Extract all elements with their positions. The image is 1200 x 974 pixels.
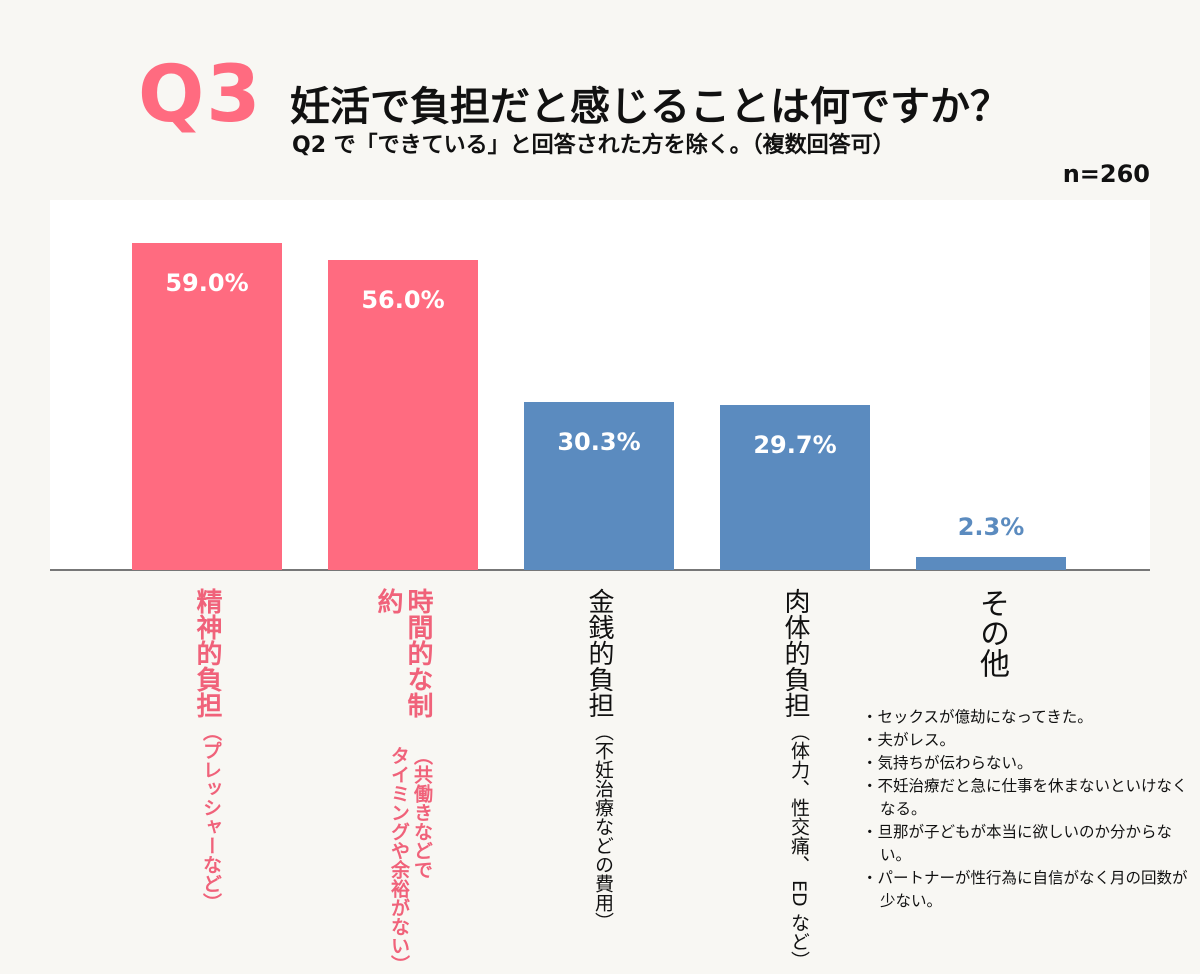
other-comments-list: ・セックスが億劫になってきた。 ・夫がレス。・気持ちが伝わらない。・不妊治療だと急… <box>862 706 1200 913</box>
category-label-main: 時間的な制約 <box>373 588 433 718</box>
category-label-sub: （体力、性交痛、 ED など） <box>788 722 810 970</box>
bar <box>328 259 478 570</box>
sample-size: n=260 <box>1062 160 1150 188</box>
bar <box>720 405 870 570</box>
chart-title: 妊活で負担だと感じることは何ですか？ <box>290 84 1010 130</box>
category-label-main: その他 <box>974 588 1009 678</box>
category-label-main: 精神的負担 <box>192 588 222 718</box>
category-label: 肉体的負担 （体力、性交痛、 ED など） <box>780 588 810 970</box>
data-label: 2.3% <box>957 513 1025 542</box>
category-label-main: 金銭的負担 <box>584 588 614 718</box>
data-label: 59.0% <box>165 269 249 298</box>
data-label: 30.3% <box>557 428 641 457</box>
category-label: 金銭的負担 （不妊治療などの費用） <box>584 588 614 931</box>
other-comment: ・パートナーが性行為に自信がなく月の回数が少ない。 <box>862 869 1188 910</box>
question-number: Q3 <box>138 50 263 140</box>
category-label-sub: （共働きなどで タイミングや余裕がない） <box>388 745 433 974</box>
other-comment: ・セックスが億劫になってきた。 <box>862 708 1093 726</box>
other-comment: ・旦那が子どもが本当に欲しいのか分からない。 <box>862 823 1173 864</box>
category-label: 精神的負担 （プレッシャーなど） <box>192 588 222 912</box>
chart-subtitle: Q2 で「できている」と回答された方を除く。（複数回答可） <box>292 133 895 158</box>
data-label: 29.7% <box>753 431 837 460</box>
category-label-sub: （プレッシャーなど） <box>200 722 222 912</box>
category-label-sub: （不妊治療などの費用） <box>592 722 614 931</box>
data-label: 56.0% <box>361 285 445 314</box>
category-label: 時間的な制約 （共働きなどで タイミングや余裕がない） <box>373 588 433 974</box>
other-comment: ・夫がレス。 <box>862 731 956 749</box>
category-label-main: 肉体的負担 <box>780 588 810 718</box>
category-label: その他 <box>974 588 1009 678</box>
bar <box>524 402 674 570</box>
x-axis-line <box>50 569 1150 571</box>
other-comment: ・気持ちが伝わらない。 <box>862 754 1033 772</box>
bar <box>132 243 282 570</box>
bar <box>916 557 1066 570</box>
other-comment: ・不妊治療だと急に仕事を休まないといけなくなる。 <box>862 777 1188 818</box>
